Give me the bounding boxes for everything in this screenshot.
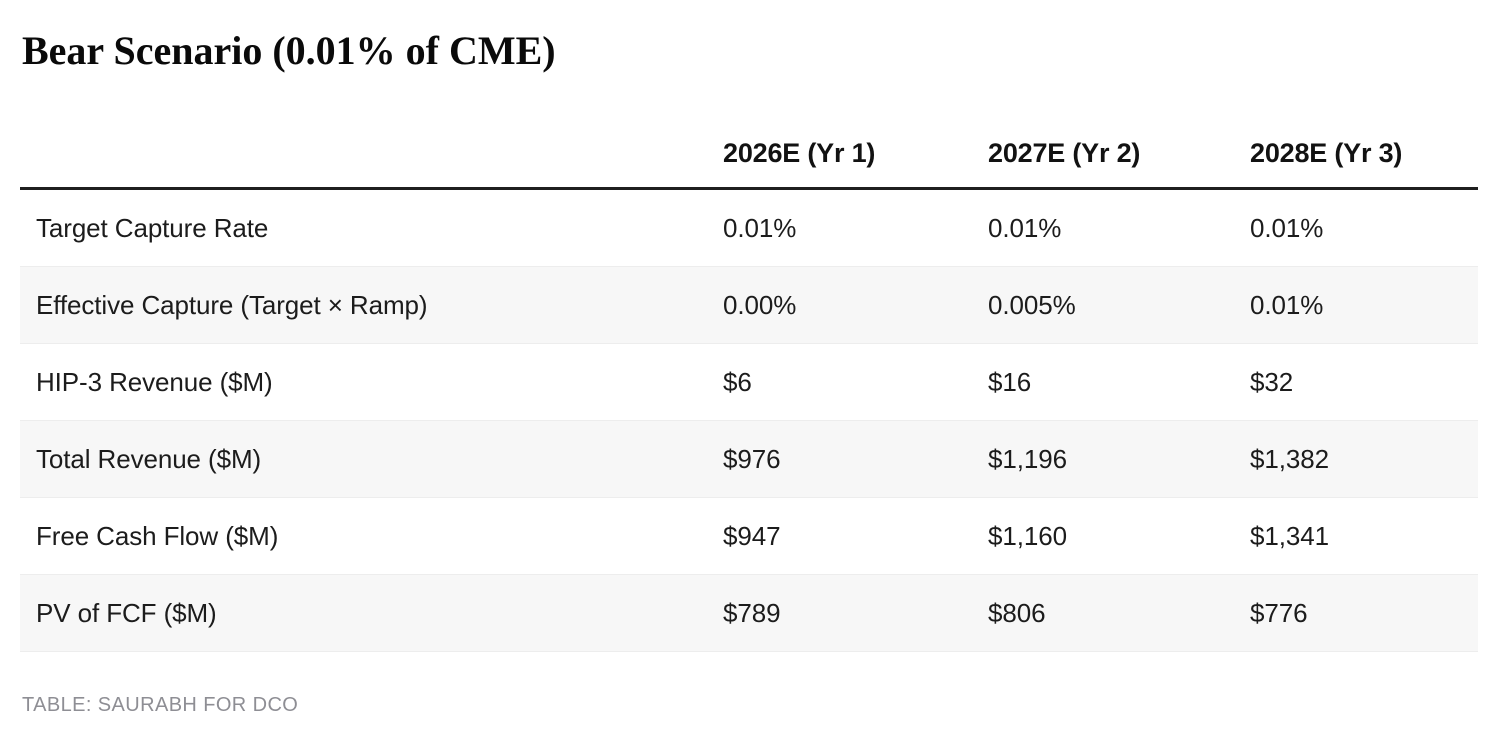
table-row-hip3-revenue: HIP-3 Revenue ($M) $6 $16 $32 <box>20 344 1478 421</box>
table-cell: $789 <box>723 597 781 628</box>
table-cell: $1,160 <box>988 520 1067 551</box>
header-cell-2026e: 2026E (Yr 1) <box>723 138 876 168</box>
table-cell: $1,196 <box>988 443 1067 474</box>
table-cell: $6 <box>723 366 752 397</box>
table-cell: $32 <box>1250 366 1294 397</box>
table-cell: 0.01% <box>988 212 1062 243</box>
table-row-effective-capture: Effective Capture (Target × Ramp) 0.00% … <box>20 266 1478 344</box>
table-row-pv-of-fcf: PV of FCF ($M) $789 $806 $776 <box>20 574 1478 652</box>
row-label: Free Cash Flow ($M) <box>36 520 279 551</box>
table-cell: $806 <box>988 597 1046 628</box>
table-body: Target Capture Rate 0.01% 0.01% 0.01% Ef… <box>20 189 1478 652</box>
table-row-total-revenue: Total Revenue ($M) $976 $1,196 $1,382 <box>20 420 1478 498</box>
header-cell-blank <box>20 120 723 189</box>
page-title: Bear Scenario (0.01% of CME) <box>22 28 556 73</box>
header-row: 2026E (Yr 1) 2027E (Yr 2) 2028E (Yr 3) <box>20 120 1478 189</box>
table-cell: $947 <box>723 520 781 551</box>
table-cell: 0.01% <box>1250 289 1324 320</box>
header-cell-2028e: 2028E (Yr 3) <box>1250 138 1403 168</box>
table-row-free-cash-flow: Free Cash Flow ($M) $947 $1,160 $1,341 <box>20 498 1478 575</box>
table-cell: $1,341 <box>1250 520 1329 551</box>
row-label: Target Capture Rate <box>36 212 269 243</box>
table-cell: $976 <box>723 443 781 474</box>
table-cell: $16 <box>988 366 1032 397</box>
table-card: Bear Scenario (0.01% of CME) 2026E (Yr 1… <box>20 28 1478 716</box>
table-cell: $776 <box>1250 597 1308 628</box>
row-label: PV of FCF ($M) <box>36 597 217 628</box>
row-label: Total Revenue ($M) <box>36 443 262 474</box>
table-credit: TABLE: SAURABH FOR DCO <box>22 694 299 716</box>
table-cell: 0.01% <box>723 212 797 243</box>
scenario-table: 2026E (Yr 1) 2027E (Yr 2) 2028E (Yr 3) T… <box>20 120 1478 652</box>
row-label: Effective Capture (Target × Ramp) <box>36 289 428 320</box>
table-cell: 0.00% <box>723 289 797 320</box>
table-cell: 0.01% <box>1250 212 1324 243</box>
table-cell: $1,382 <box>1250 443 1329 474</box>
table-row-target-capture-rate: Target Capture Rate 0.01% 0.01% 0.01% <box>20 189 1478 267</box>
header-cell-2027e: 2027E (Yr 2) <box>988 138 1141 168</box>
table-cell: 0.005% <box>988 289 1076 320</box>
table-header: 2026E (Yr 1) 2027E (Yr 2) 2028E (Yr 3) <box>20 120 1478 189</box>
row-label: HIP-3 Revenue ($M) <box>36 366 273 397</box>
